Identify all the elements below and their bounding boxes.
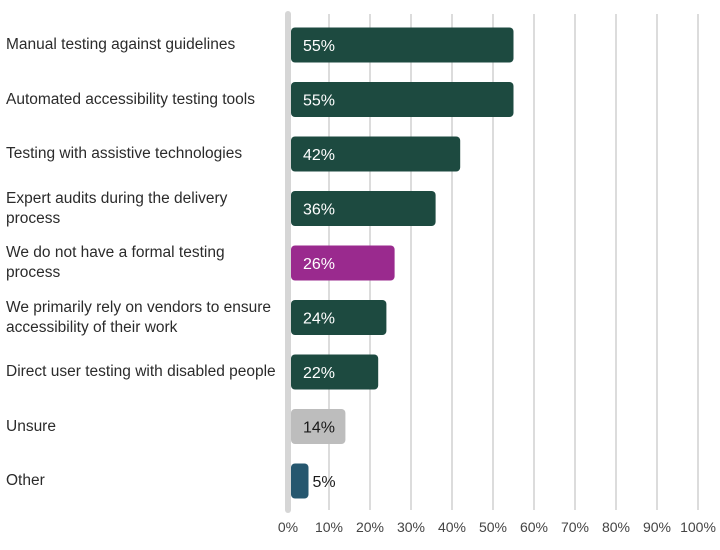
data-label: 14% [303,420,335,437]
bar [291,27,514,63]
category-label: Automated accessibility testing tools [6,90,255,108]
category-label: Expert audits during the delivery proces… [6,189,228,227]
x-tick-label: 20% [356,519,384,535]
x-tick-label: 40% [438,519,466,535]
bar [291,354,379,390]
category-label: Unsure [6,417,56,435]
x-tick-label: 100% [680,519,716,535]
data-label: 42% [303,147,335,164]
data-label: 26% [303,256,335,273]
data-label: 5% [313,474,336,491]
category-label: We do not have a formal testing process [6,244,225,281]
category-label: Other [6,472,45,489]
category-label: We primarily rely on vendors to ensure a… [6,298,272,336]
data-label: 55% [303,38,335,55]
data-label: 24% [303,311,335,328]
bar [291,245,395,281]
bar [291,191,436,226]
x-tick-label: 50% [479,519,507,535]
bar [291,409,346,444]
data-label: 22% [303,365,335,382]
category-label: Testing with assistive technologies [6,145,243,162]
x-tick-label: 10% [315,519,343,535]
data-label: 36% [303,202,335,219]
bar [291,82,514,117]
x-tick-label: 80% [602,519,630,535]
bar [291,300,387,335]
x-tick-label: 30% [397,519,425,535]
x-tick-label: 90% [643,519,671,535]
x-tick-label: 60% [520,519,548,535]
x-tick-label: 0% [278,519,298,535]
x-tick-label: 70% [561,519,589,535]
category-label: Direct user testing with disabled people [6,363,276,380]
bar [291,136,461,172]
bar [291,463,309,499]
category-label: Manual testing against guidelines [6,36,236,53]
data-label: 55% [303,93,335,110]
